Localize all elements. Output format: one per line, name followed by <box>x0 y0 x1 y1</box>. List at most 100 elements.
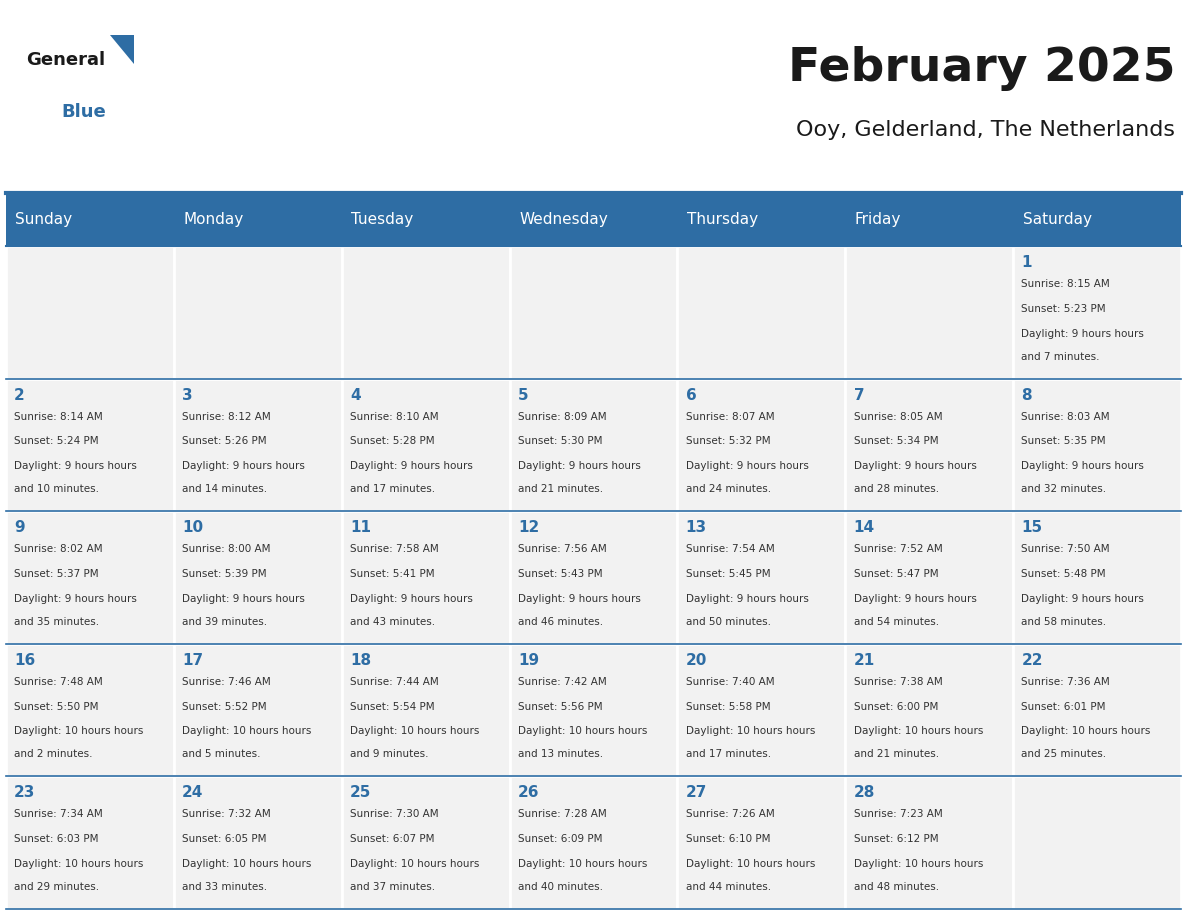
Text: 1: 1 <box>1022 255 1032 270</box>
Text: Daylight: 9 hours hours: Daylight: 9 hours hours <box>350 594 473 604</box>
Text: and 54 minutes.: and 54 minutes. <box>854 617 939 627</box>
Text: and 40 minutes.: and 40 minutes. <box>518 882 602 891</box>
Text: Sunrise: 8:03 AM: Sunrise: 8:03 AM <box>1022 411 1110 421</box>
Text: 27: 27 <box>685 786 707 800</box>
Text: Daylight: 9 hours hours: Daylight: 9 hours hours <box>685 461 809 471</box>
Text: and 29 minutes.: and 29 minutes. <box>14 882 100 891</box>
Text: 21: 21 <box>854 653 874 668</box>
Text: Ooy, Gelderland, The Netherlands: Ooy, Gelderland, The Netherlands <box>796 120 1175 140</box>
FancyBboxPatch shape <box>1013 644 1181 777</box>
FancyBboxPatch shape <box>1013 378 1181 511</box>
Text: 15: 15 <box>1022 521 1043 535</box>
FancyBboxPatch shape <box>1013 511 1181 644</box>
FancyBboxPatch shape <box>510 511 677 644</box>
Text: and 21 minutes.: and 21 minutes. <box>518 484 604 494</box>
FancyBboxPatch shape <box>6 378 173 511</box>
Text: Friday: Friday <box>855 212 902 227</box>
Text: Sunrise: 7:50 AM: Sunrise: 7:50 AM <box>1022 544 1110 554</box>
Text: 10: 10 <box>182 521 203 535</box>
Text: Sunrise: 8:02 AM: Sunrise: 8:02 AM <box>14 544 103 554</box>
FancyBboxPatch shape <box>6 246 173 378</box>
Text: Sunset: 5:52 PM: Sunset: 5:52 PM <box>182 701 267 711</box>
FancyBboxPatch shape <box>510 246 677 378</box>
Text: 28: 28 <box>854 786 876 800</box>
Text: Sunset: 5:23 PM: Sunset: 5:23 PM <box>1022 304 1106 314</box>
Text: 3: 3 <box>182 387 192 403</box>
Text: and 5 minutes.: and 5 minutes. <box>182 749 260 759</box>
FancyBboxPatch shape <box>846 246 1013 378</box>
Text: Sunrise: 8:14 AM: Sunrise: 8:14 AM <box>14 411 103 421</box>
FancyBboxPatch shape <box>173 246 342 378</box>
Text: Sunset: 5:26 PM: Sunset: 5:26 PM <box>182 436 267 446</box>
FancyBboxPatch shape <box>846 777 1013 909</box>
Text: February 2025: February 2025 <box>788 46 1175 92</box>
Text: Sunset: 5:48 PM: Sunset: 5:48 PM <box>1022 569 1106 579</box>
FancyBboxPatch shape <box>173 511 342 644</box>
Text: Daylight: 10 hours hours: Daylight: 10 hours hours <box>350 726 480 736</box>
FancyBboxPatch shape <box>677 378 846 511</box>
Text: and 39 minutes.: and 39 minutes. <box>182 617 267 627</box>
FancyBboxPatch shape <box>510 378 677 511</box>
Text: Sunrise: 7:58 AM: Sunrise: 7:58 AM <box>350 544 438 554</box>
Text: Sunrise: 7:46 AM: Sunrise: 7:46 AM <box>182 677 271 687</box>
Text: Daylight: 9 hours hours: Daylight: 9 hours hours <box>854 461 977 471</box>
Text: Sunset: 5:58 PM: Sunset: 5:58 PM <box>685 701 770 711</box>
Text: Sunrise: 7:36 AM: Sunrise: 7:36 AM <box>1022 677 1111 687</box>
Text: 22: 22 <box>1022 653 1043 668</box>
Text: Sunset: 5:56 PM: Sunset: 5:56 PM <box>518 701 602 711</box>
FancyBboxPatch shape <box>173 644 342 777</box>
Text: Sunrise: 7:52 AM: Sunrise: 7:52 AM <box>854 544 942 554</box>
Text: 8: 8 <box>1022 387 1032 403</box>
Text: and 58 minutes.: and 58 minutes. <box>1022 617 1106 627</box>
Text: and 2 minutes.: and 2 minutes. <box>14 749 93 759</box>
FancyBboxPatch shape <box>6 644 173 777</box>
Text: Daylight: 9 hours hours: Daylight: 9 hours hours <box>1022 461 1144 471</box>
Text: Sunset: 6:10 PM: Sunset: 6:10 PM <box>685 834 770 844</box>
Text: Daylight: 9 hours hours: Daylight: 9 hours hours <box>518 594 640 604</box>
Text: Daylight: 9 hours hours: Daylight: 9 hours hours <box>14 461 137 471</box>
Text: Sunset: 5:24 PM: Sunset: 5:24 PM <box>14 436 99 446</box>
Text: and 43 minutes.: and 43 minutes. <box>350 617 435 627</box>
Text: Sunset: 5:39 PM: Sunset: 5:39 PM <box>182 569 267 579</box>
FancyBboxPatch shape <box>342 777 510 909</box>
Text: and 48 minutes.: and 48 minutes. <box>854 882 939 891</box>
Text: Daylight: 9 hours hours: Daylight: 9 hours hours <box>350 461 473 471</box>
Text: Daylight: 9 hours hours: Daylight: 9 hours hours <box>182 461 305 471</box>
Text: Sunrise: 8:10 AM: Sunrise: 8:10 AM <box>350 411 438 421</box>
Text: and 10 minutes.: and 10 minutes. <box>14 484 100 494</box>
Text: Sunset: 5:35 PM: Sunset: 5:35 PM <box>1022 436 1106 446</box>
FancyBboxPatch shape <box>342 511 510 644</box>
Text: 12: 12 <box>518 521 539 535</box>
Text: Sunday: Sunday <box>15 212 72 227</box>
Text: 20: 20 <box>685 653 707 668</box>
Text: 19: 19 <box>518 653 539 668</box>
Text: and 17 minutes.: and 17 minutes. <box>685 749 771 759</box>
Text: Sunset: 5:32 PM: Sunset: 5:32 PM <box>685 436 770 446</box>
Text: and 17 minutes.: and 17 minutes. <box>350 484 435 494</box>
Text: Daylight: 10 hours hours: Daylight: 10 hours hours <box>518 726 647 736</box>
Text: and 28 minutes.: and 28 minutes. <box>854 484 939 494</box>
Text: Daylight: 10 hours hours: Daylight: 10 hours hours <box>518 859 647 868</box>
Text: and 24 minutes.: and 24 minutes. <box>685 484 771 494</box>
Text: 5: 5 <box>518 387 529 403</box>
Text: and 25 minutes.: and 25 minutes. <box>1022 749 1106 759</box>
Text: Daylight: 10 hours hours: Daylight: 10 hours hours <box>350 859 480 868</box>
Text: Sunrise: 7:54 AM: Sunrise: 7:54 AM <box>685 544 775 554</box>
Text: Daylight: 10 hours hours: Daylight: 10 hours hours <box>685 726 815 736</box>
FancyBboxPatch shape <box>677 511 846 644</box>
FancyBboxPatch shape <box>6 777 173 909</box>
Text: Daylight: 10 hours hours: Daylight: 10 hours hours <box>685 859 815 868</box>
Text: 18: 18 <box>350 653 371 668</box>
Text: Daylight: 10 hours hours: Daylight: 10 hours hours <box>854 726 982 736</box>
Text: Sunrise: 7:38 AM: Sunrise: 7:38 AM <box>854 677 942 687</box>
FancyBboxPatch shape <box>846 644 1013 777</box>
Text: and 50 minutes.: and 50 minutes. <box>685 617 771 627</box>
Text: Daylight: 9 hours hours: Daylight: 9 hours hours <box>182 594 305 604</box>
Text: 25: 25 <box>350 786 372 800</box>
Text: Sunset: 6:03 PM: Sunset: 6:03 PM <box>14 834 99 844</box>
Text: and 44 minutes.: and 44 minutes. <box>685 882 771 891</box>
FancyBboxPatch shape <box>510 777 677 909</box>
Text: Sunrise: 8:07 AM: Sunrise: 8:07 AM <box>685 411 775 421</box>
FancyBboxPatch shape <box>510 644 677 777</box>
Text: Sunset: 6:09 PM: Sunset: 6:09 PM <box>518 834 602 844</box>
